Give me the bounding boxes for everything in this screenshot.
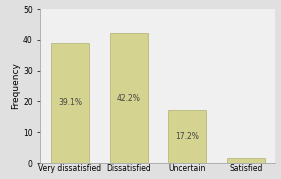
Y-axis label: Frequency: Frequency bbox=[11, 63, 20, 110]
Text: 39.1%: 39.1% bbox=[58, 98, 82, 107]
Text: 17.2%: 17.2% bbox=[175, 132, 199, 141]
Bar bbox=[168, 110, 206, 163]
Bar bbox=[227, 158, 265, 163]
Bar bbox=[51, 43, 89, 163]
Bar bbox=[110, 33, 148, 163]
Text: 42.2%: 42.2% bbox=[117, 94, 140, 103]
